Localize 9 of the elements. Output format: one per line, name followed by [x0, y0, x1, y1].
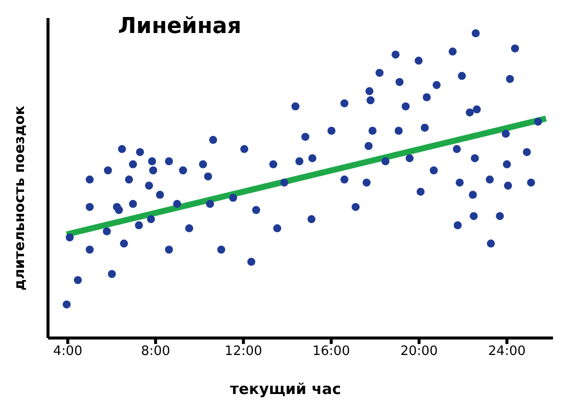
x-axis-title: текущий час [229, 380, 342, 398]
x-tick-label: 12:00 [224, 344, 262, 360]
x-tick-label: 20:00 [400, 344, 438, 360]
chart-title: Линейная [118, 14, 242, 39]
x-tick-label: 16:00 [312, 344, 350, 360]
x-tick-label: 24:00 [488, 344, 526, 360]
x-tick-label: 4:00 [53, 344, 82, 360]
y-axis-title: длительность поездок [12, 106, 28, 290]
x-tick-label: 8:00 [140, 344, 170, 360]
